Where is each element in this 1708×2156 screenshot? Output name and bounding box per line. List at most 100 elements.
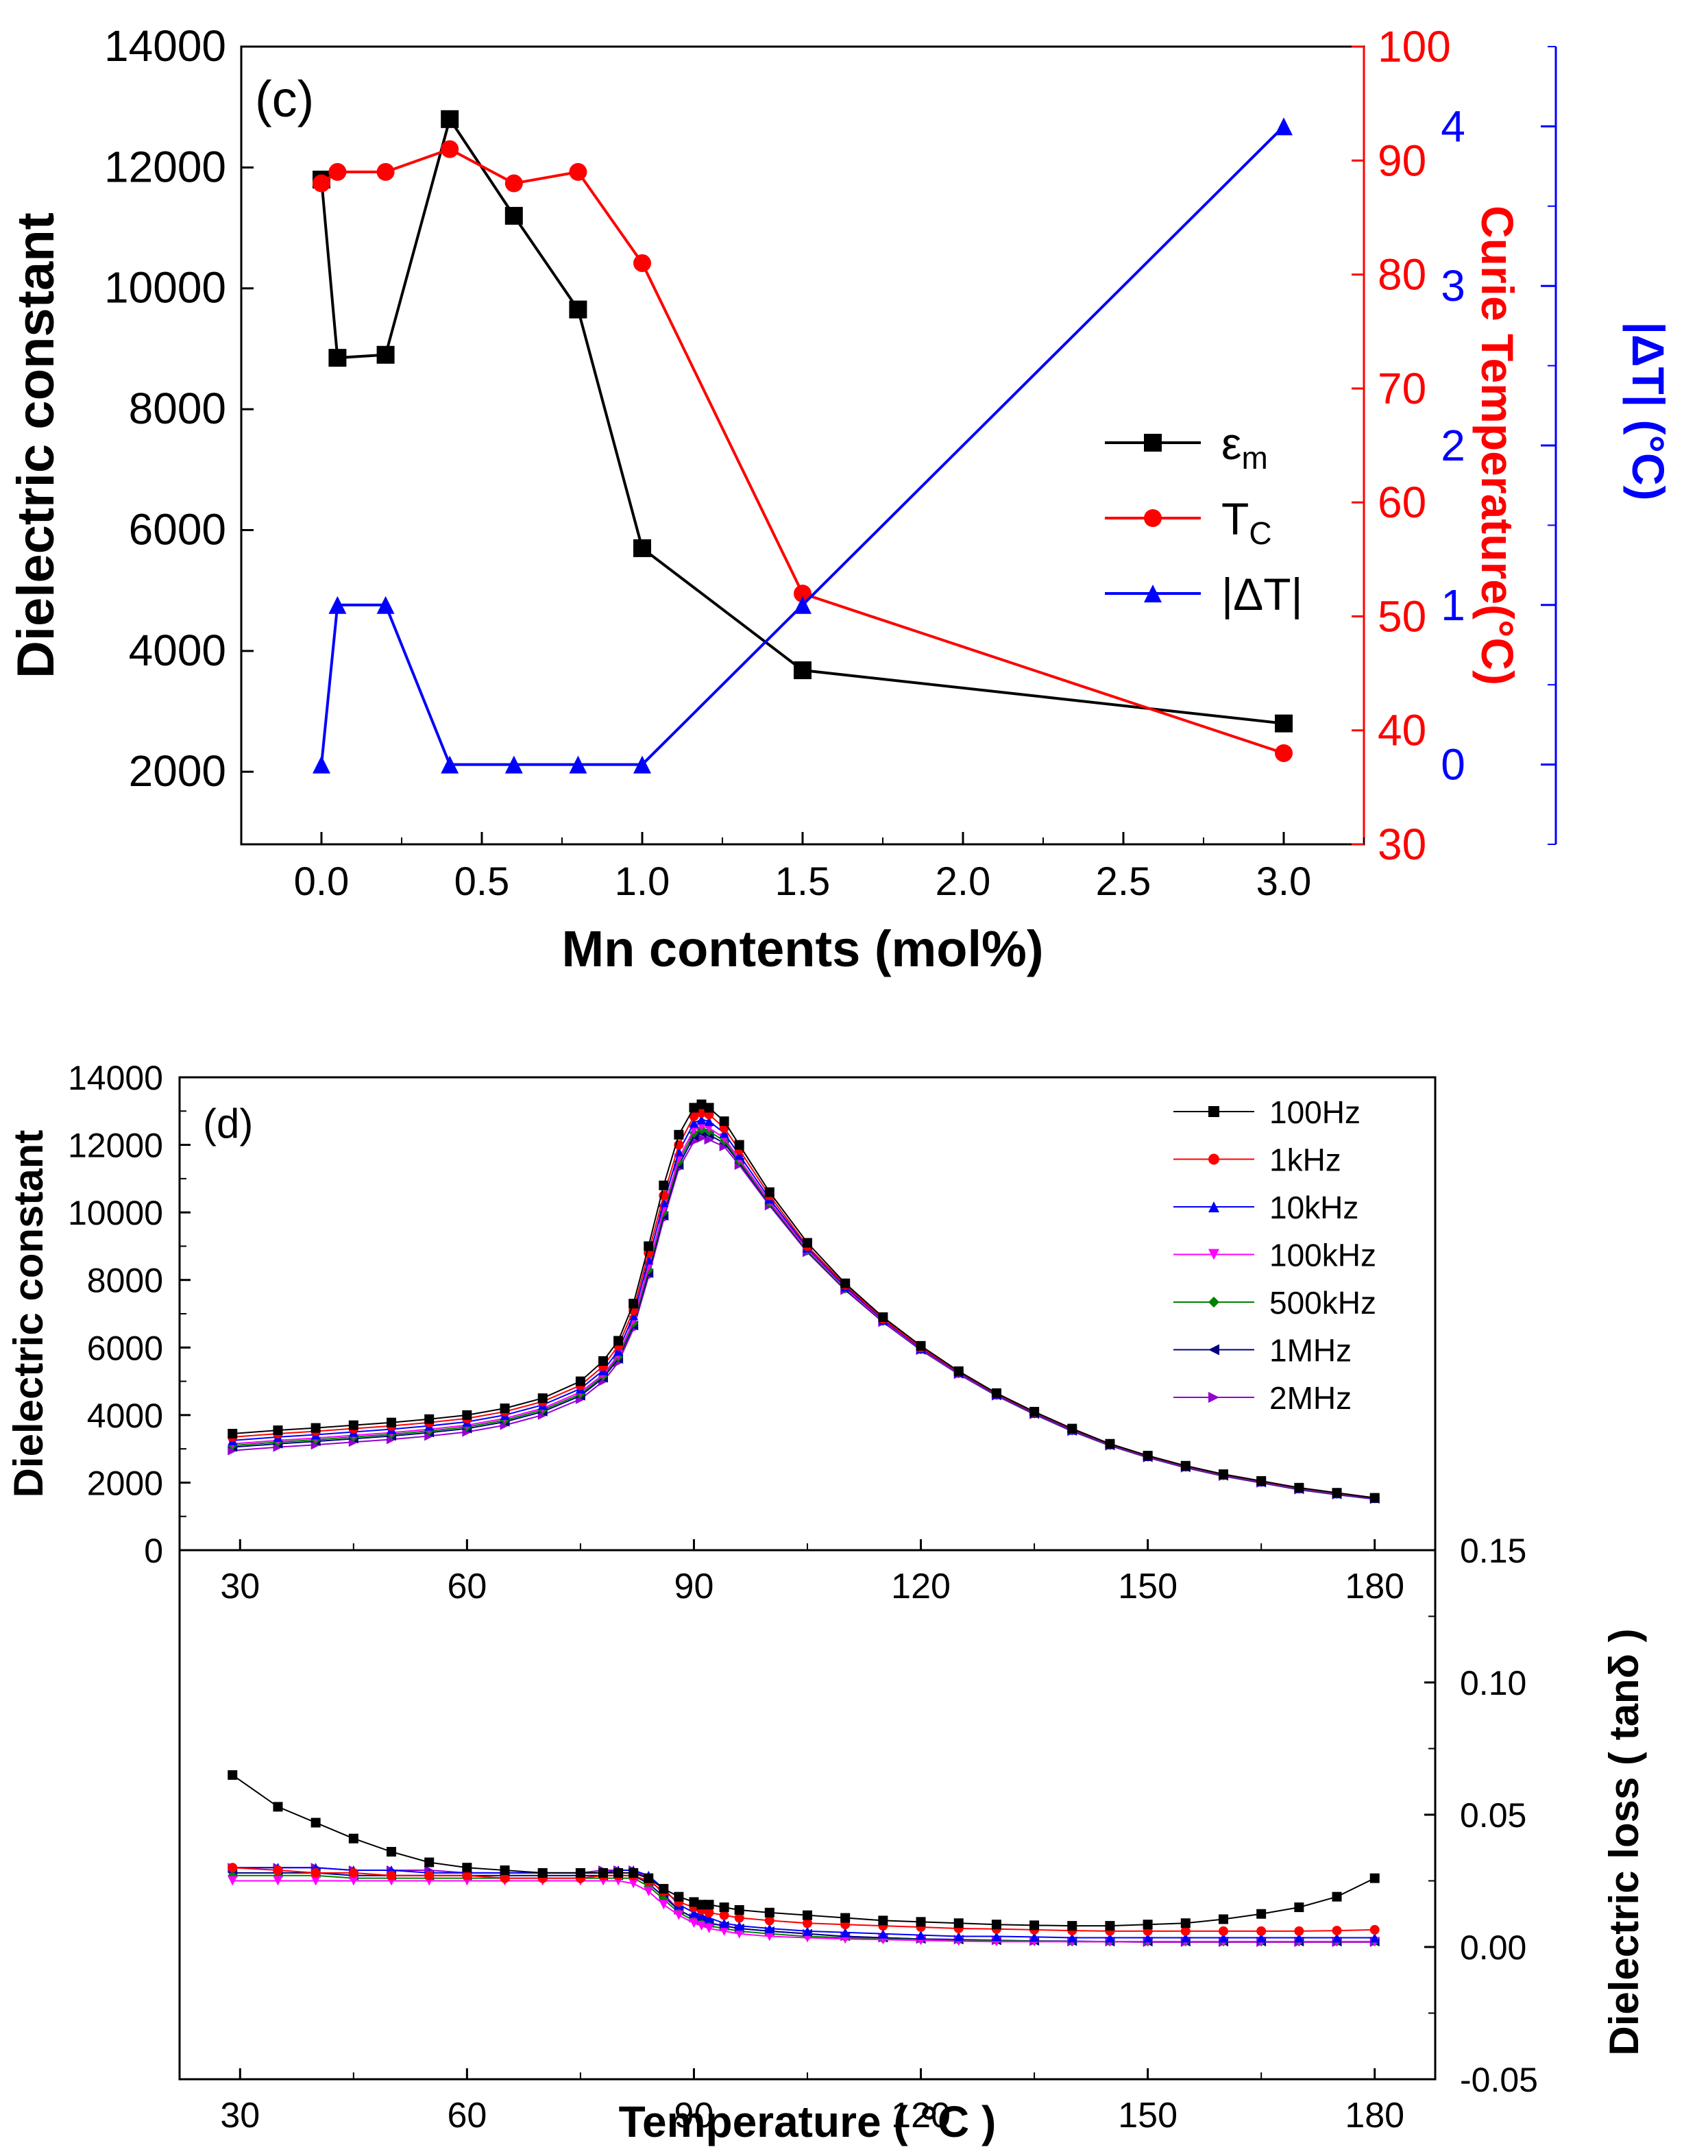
eps-point-100hz — [1143, 1451, 1153, 1460]
loss-point-10khz — [953, 1931, 964, 1941]
data-point-tc — [441, 140, 459, 158]
legend-marker-tc — [1144, 509, 1162, 527]
eps-point-100hz — [953, 1366, 964, 1376]
eps-point-10khz — [689, 1118, 699, 1128]
loss-point-10khz — [704, 1913, 714, 1923]
loss-point-1khz — [734, 1913, 744, 1923]
loss-point-1khz — [704, 1907, 714, 1918]
data-point-t — [1275, 117, 1293, 136]
eps-point-100hz — [613, 1336, 624, 1346]
loss-point-100hz — [348, 1833, 358, 1843]
delta-t-y-tick-label: 2 — [1441, 421, 1465, 470]
eps-y-tick-label: 14000 — [68, 1059, 163, 1097]
x-tick-label: 1.0 — [615, 859, 670, 904]
loss-y-tick-label: 0.15 — [1460, 1532, 1526, 1570]
legend-label-1mhz: 1MHz — [1269, 1333, 1352, 1369]
loss-point-100hz — [424, 1857, 435, 1867]
loss-point-10khz — [764, 1923, 774, 1933]
loss-point-100khz — [273, 1876, 283, 1886]
data-point-tc — [504, 174, 523, 193]
eps-point-100hz — [537, 1393, 548, 1404]
loss-line-1khz — [232, 1867, 1375, 1932]
panel-label: (c) — [255, 71, 314, 127]
eps-point-100hz — [629, 1299, 639, 1309]
legend-label-100hz: 100Hz — [1269, 1094, 1361, 1130]
loss-point-10khz — [916, 1930, 926, 1940]
loss-point-100hz — [598, 1867, 609, 1878]
chart-panel-d: 30 30 60 60 90 90 120 120 150 150 180 180 0 2000 4000 6… — [5, 1059, 1647, 2146]
curie-y-axis-title: Curie Temperature(°C) — [1472, 206, 1523, 685]
x-tick-label-middle: 60 — [447, 1567, 487, 1606]
delta-t-y-tick-label: 0 — [1441, 740, 1465, 789]
loss-point-100khz — [348, 1876, 358, 1886]
data-point-t — [376, 596, 395, 614]
loss-y-tick-label: -0.05 — [1460, 2061, 1538, 2099]
loss-point-100hz — [1332, 1891, 1342, 1902]
loss-point-1khz — [719, 1910, 729, 1920]
eps-point-100hz — [1294, 1482, 1304, 1493]
eps-point-100hz — [387, 1417, 397, 1428]
loss-point-10khz — [1218, 1933, 1228, 1943]
loss-point-100hz — [1180, 1918, 1191, 1928]
loss-point-1khz — [1218, 1926, 1228, 1936]
eps-point-100hz — [1369, 1493, 1380, 1503]
loss-line-10khz — [232, 1867, 1375, 1939]
data-point-m — [328, 349, 347, 367]
eps-y-tick-label: 4000 — [87, 1397, 163, 1435]
x-tick-label: 0.5 — [454, 859, 510, 904]
eps-point-100hz — [719, 1116, 729, 1127]
loss-y-tick-label: 0.00 — [1460, 1928, 1526, 1967]
delta-t-y-tick-label: 1 — [1441, 580, 1465, 630]
loss-point-10khz — [734, 1921, 744, 1931]
eps-point-100hz — [575, 1376, 585, 1386]
eps-point-2mhz — [696, 1133, 707, 1143]
eps-point-100hz — [348, 1420, 358, 1430]
data-point-tc — [313, 174, 330, 193]
data-point-t — [569, 755, 587, 774]
eps-point-1khz — [696, 1107, 707, 1118]
data-point-t — [794, 596, 812, 614]
loss-point-100hz — [1143, 1920, 1153, 1930]
eps-point-1khz — [689, 1111, 699, 1121]
left-y-tick-label: 6000 — [129, 504, 226, 554]
data-point-m — [633, 539, 651, 557]
eps-y-tick-label: 2000 — [87, 1464, 163, 1502]
eps-y-tick-label: 12000 — [68, 1127, 163, 1165]
eps-point-100hz — [659, 1180, 669, 1190]
loss-y-axis-title: Dielectric loss ( tanδ ) — [1601, 1628, 1647, 2055]
loss-point-100hz — [704, 1900, 714, 1910]
eps-point-10khz — [734, 1150, 744, 1160]
eps-point-100hz — [1029, 1406, 1040, 1417]
legend-label-100khz: 100kHz — [1269, 1238, 1376, 1273]
loss-line-100khz — [232, 1880, 1375, 1943]
loss-point-100hz — [575, 1867, 585, 1878]
loss-point-100hz — [1218, 1914, 1228, 1924]
legend-label-t: |ΔT| — [1221, 569, 1303, 620]
legend-marker-100khz — [1208, 1249, 1219, 1260]
legend-label-m: εm — [1221, 418, 1268, 476]
data-point-m — [1275, 714, 1293, 733]
left-y-tick-label: 14000 — [104, 21, 226, 71]
x-tick-label-middle: 30 — [220, 1567, 260, 1606]
loss-point-10khz — [696, 1910, 707, 1920]
data-point-tc — [633, 254, 651, 272]
x-tick-label: 60 — [447, 2096, 487, 2135]
data-point-tc — [376, 162, 395, 181]
loss-point-1khz — [1369, 1924, 1380, 1935]
x-axis-title: Mn contents (mol%) — [562, 920, 1044, 977]
eps-point-100hz — [1067, 1423, 1077, 1434]
eps-point-100hz — [644, 1241, 654, 1251]
loss-point-100hz — [537, 1867, 548, 1878]
loss-point-100hz — [674, 1891, 684, 1902]
loss-point-1khz — [1332, 1926, 1342, 1936]
curie-y-tick-label: 80 — [1378, 250, 1426, 299]
loss-point-100hz — [803, 1910, 812, 1920]
loss-point-100khz — [764, 1931, 774, 1941]
eps-point-100hz — [704, 1103, 714, 1113]
eps-point-100hz — [1180, 1460, 1191, 1471]
loss-point-100hz — [310, 1817, 321, 1828]
loss-y-tick-label: 0.10 — [1460, 1664, 1526, 1702]
eps-point-100hz — [310, 1423, 321, 1433]
left-y-tick-label: 10000 — [104, 263, 226, 313]
